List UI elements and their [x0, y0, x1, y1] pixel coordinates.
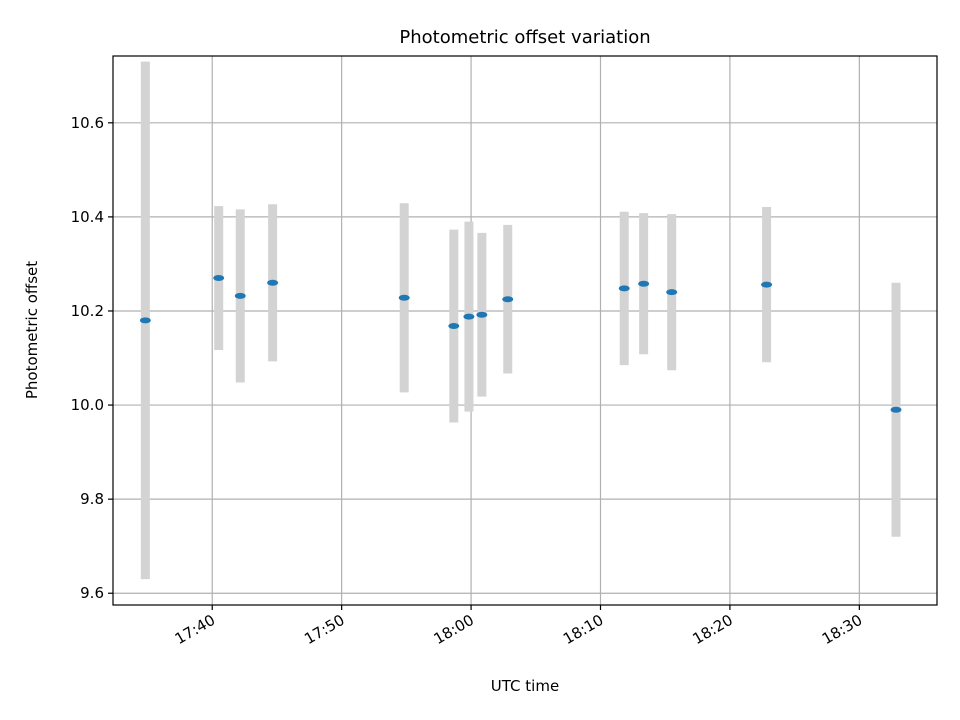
y-axis-title: Photometric offset: [23, 261, 41, 399]
data-point: [448, 323, 460, 330]
y-axis-ticks: 9.6 9.8 10.0 10.2 10.4 10.6: [71, 114, 113, 602]
data-point: [213, 275, 225, 282]
y-tick-label: 10.2: [71, 302, 104, 320]
data-point: [502, 296, 514, 303]
y-tick-label: 10.6: [71, 114, 104, 132]
y-tick-label: 10.4: [71, 208, 104, 226]
plot-area: [113, 56, 937, 605]
data-point: [666, 289, 678, 296]
x-axis-title: UTC time: [491, 677, 559, 695]
data-point: [463, 313, 475, 320]
data-point: [638, 280, 650, 287]
data-points: [139, 275, 902, 413]
y-tick-label: 10.0: [71, 396, 104, 414]
data-point: [476, 311, 488, 318]
data-point: [398, 294, 410, 301]
y-tick-label: 9.6: [80, 584, 104, 602]
grid: [113, 56, 937, 605]
data-point: [618, 285, 630, 292]
data-point: [761, 281, 773, 288]
chart-title: Photometric offset variation: [399, 27, 650, 48]
data-point: [234, 292, 246, 299]
data-point: [139, 317, 151, 324]
plot-frame: [112, 55, 938, 606]
y-tick-label: 9.8: [80, 490, 104, 508]
data-point: [267, 279, 279, 286]
data-point: [890, 406, 902, 413]
